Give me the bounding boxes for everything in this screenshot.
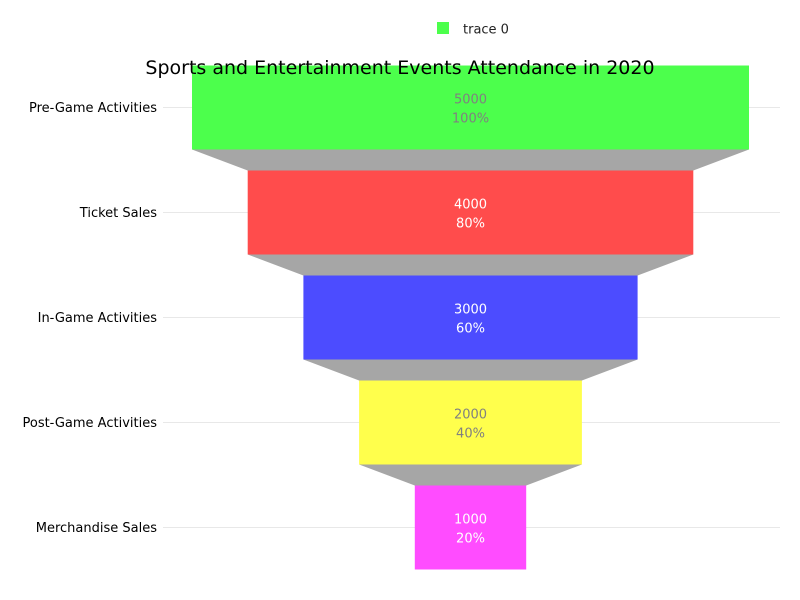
y-tick-label-4: Merchandise Sales — [36, 521, 157, 536]
percent-label-1: 80% — [456, 217, 485, 232]
funnel-bar-0[interactable] — [192, 65, 749, 150]
legend-swatch-trace-0[interactable] — [437, 22, 449, 34]
y-tick-label-0: Pre-Game Activities — [29, 101, 157, 116]
percent-label-0: 100% — [452, 112, 489, 127]
percent-label-4: 20% — [456, 532, 485, 547]
funnel-connectors — [192, 149, 749, 486]
legend-entry-trace-0[interactable]: trace 0 — [463, 23, 509, 38]
connector-2 — [303, 359, 638, 381]
funnel-bar-4[interactable] — [414, 485, 527, 570]
value-label-2: 3000 — [454, 303, 487, 318]
value-label-3: 2000 — [454, 408, 487, 423]
percent-label-2: 60% — [456, 322, 485, 337]
funnel-bars — [192, 65, 749, 570]
value-label-4: 1000 — [454, 513, 487, 528]
y-axis-tick-labels: Pre-Game Activities Ticket Sales In-Game A… — [22, 101, 157, 536]
connector-0 — [192, 149, 749, 171]
funnel-bar-1[interactable] — [247, 170, 694, 255]
value-label-1: 4000 — [454, 198, 487, 213]
chart-title: Sports and Entertainment Events Attendan… — [145, 57, 654, 79]
data-labels: 5000 100% 4000 80% 3000 60% 2000 40% 1000 20% — [452, 93, 489, 547]
y-tick-label-2: In-Game Activities — [38, 311, 158, 326]
y-tick-label-3: Post-Game Activities — [22, 416, 157, 431]
y-tick-label-1: Ticket Sales — [79, 206, 157, 221]
percent-label-3: 40% — [456, 427, 485, 442]
connector-1 — [247, 254, 694, 276]
funnel-bar-3[interactable] — [359, 380, 582, 465]
value-label-0: 5000 — [454, 93, 487, 108]
legend[interactable]: trace 0 — [437, 22, 509, 38]
funnel-bar-2[interactable] — [303, 275, 638, 360]
connector-3 — [359, 464, 582, 486]
